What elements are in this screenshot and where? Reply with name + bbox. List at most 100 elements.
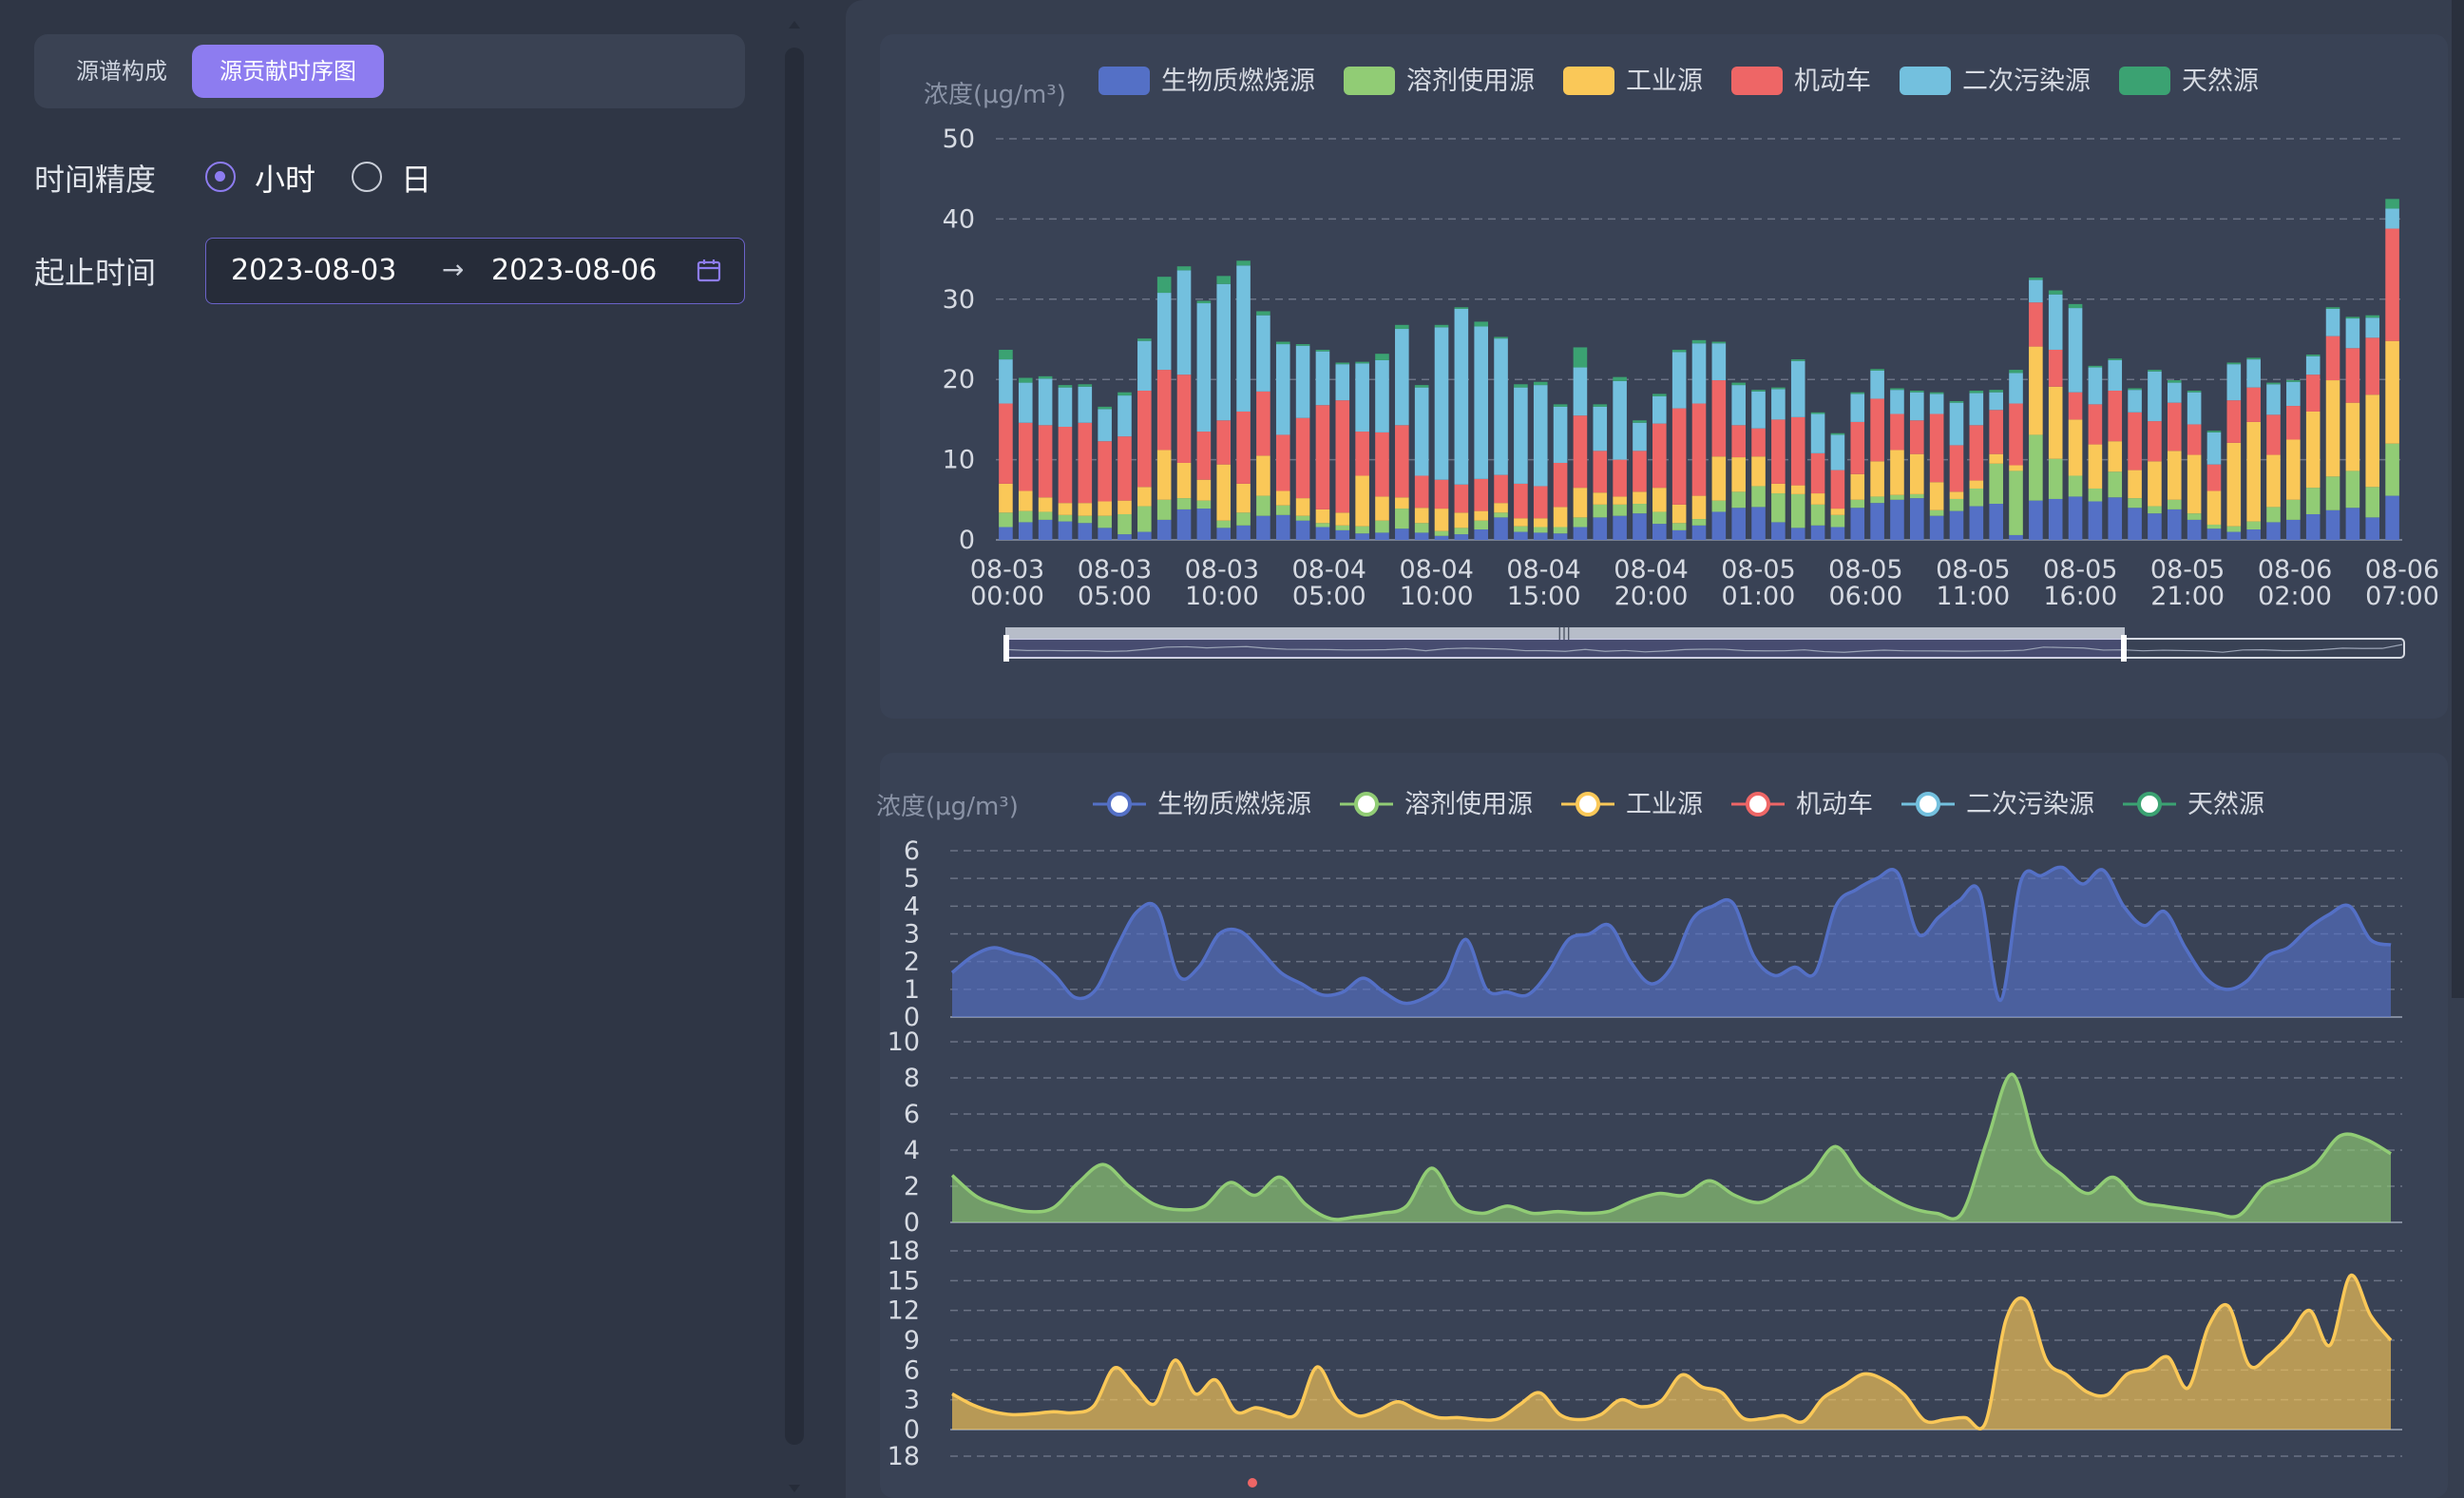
legend-swatch bbox=[1344, 67, 1395, 95]
bar-segment bbox=[1949, 402, 1964, 446]
bar-segment bbox=[2325, 307, 2340, 309]
bar-segment bbox=[2029, 278, 2043, 280]
bar-segment bbox=[1711, 380, 1727, 457]
bar-segment bbox=[1573, 527, 1588, 540]
bar-segment bbox=[1355, 526, 1369, 534]
bar-segment bbox=[1414, 508, 1429, 524]
bar-segment bbox=[2048, 386, 2063, 459]
bar-segment bbox=[1593, 492, 1608, 505]
bar-segment bbox=[1751, 456, 1766, 487]
bar-segment bbox=[1078, 503, 1093, 516]
legend-swatch bbox=[1563, 67, 1614, 95]
date-range-picker[interactable]: 2023-08-03 → 2023-08-06 bbox=[205, 238, 745, 304]
legend-label: 工业源 bbox=[1626, 67, 1703, 96]
bar-segment bbox=[1751, 391, 1766, 429]
bar-segment bbox=[2226, 364, 2242, 401]
bar-segment bbox=[1335, 362, 1350, 365]
x-tick-label: 10:00 bbox=[1185, 582, 1259, 611]
end-date-input[interactable]: 2023-08-06 bbox=[491, 254, 658, 287]
x-tick-label: 08-04 bbox=[1506, 555, 1580, 585]
bar-segment bbox=[1256, 315, 1270, 392]
bar-segment bbox=[1196, 479, 1212, 501]
bar-segment bbox=[1315, 527, 1330, 540]
bar-segment bbox=[1533, 518, 1548, 528]
bar-segment bbox=[1633, 513, 1647, 540]
bar-segment bbox=[1315, 405, 1330, 509]
bar-segment bbox=[1176, 266, 1192, 271]
bar-segment bbox=[1711, 341, 1727, 344]
bar-segment bbox=[2266, 384, 2281, 415]
bar-segment bbox=[1395, 324, 1409, 330]
calendar-icon[interactable] bbox=[697, 258, 721, 282]
y-axis-title: 浓度(μg/m³) bbox=[924, 81, 1066, 109]
bar-segment bbox=[1494, 474, 1508, 504]
radio-day[interactable] bbox=[352, 162, 382, 192]
bar-segment bbox=[2305, 488, 2321, 514]
bar-segment bbox=[1315, 509, 1330, 524]
bar-segment bbox=[2009, 403, 2023, 466]
bar-segment bbox=[1633, 420, 1647, 423]
bar-segment bbox=[1890, 388, 1904, 391]
bar-segment bbox=[2068, 303, 2083, 309]
bar-segment bbox=[1810, 413, 1825, 453]
bar-segment bbox=[1790, 360, 1805, 417]
x-tick-label: 08-06 bbox=[2365, 555, 2439, 585]
bar-segment bbox=[1910, 498, 1924, 540]
bar-segment bbox=[2266, 507, 2281, 523]
bar-segment bbox=[1454, 308, 1469, 485]
x-tick-label: 08-05 bbox=[2043, 555, 2117, 585]
bar-segment bbox=[1474, 326, 1488, 479]
radio-hour-label[interactable]: 小时 bbox=[255, 162, 316, 198]
bar-segment bbox=[1969, 425, 1984, 481]
bar-segment bbox=[1969, 480, 1984, 489]
bar-segment bbox=[1078, 386, 1093, 423]
x-tick-label: 05:00 bbox=[1292, 582, 1366, 611]
bar-segment bbox=[1652, 524, 1667, 540]
bar-segment bbox=[2187, 454, 2202, 514]
radio-day-label[interactable]: 日 bbox=[401, 162, 432, 198]
bar-segment bbox=[1098, 515, 1112, 528]
tab-contribution-timeseries[interactable]: 源贡献时序图 bbox=[192, 45, 384, 98]
scroll-up-arrow-icon[interactable] bbox=[789, 21, 800, 29]
bar-segment bbox=[1335, 525, 1350, 530]
bar-segment bbox=[1929, 413, 1944, 483]
bar-segment bbox=[1910, 453, 1924, 494]
scroll-down-arrow-icon[interactable] bbox=[789, 1485, 800, 1492]
bar-segment bbox=[1454, 528, 1469, 535]
bar-segment bbox=[2385, 208, 2399, 229]
bar-segment bbox=[1593, 504, 1608, 518]
bar-segment bbox=[2009, 534, 2023, 540]
y-tick-label: 10 bbox=[943, 446, 975, 475]
start-date-input[interactable]: 2023-08-03 bbox=[231, 254, 397, 287]
x-tick-label: 15:00 bbox=[1507, 582, 1581, 611]
bar-segment bbox=[1256, 515, 1270, 540]
bar-segment bbox=[1058, 521, 1073, 540]
tab-source-profile[interactable]: 源谱构成 bbox=[76, 58, 167, 85]
bar-segment bbox=[1850, 473, 1865, 500]
bar-segment bbox=[1098, 406, 1112, 410]
bar-segment bbox=[1494, 503, 1508, 513]
bar-segment bbox=[1295, 520, 1310, 540]
bar-segment bbox=[1593, 406, 1608, 451]
bar-segment bbox=[1098, 501, 1112, 516]
bar-segment bbox=[2206, 524, 2222, 529]
bar-segment bbox=[1295, 344, 1310, 346]
y-tick-label: 50 bbox=[943, 125, 975, 154]
zoom-slider-right-handle bbox=[2121, 635, 2127, 662]
bar-segment bbox=[1295, 515, 1310, 521]
bar-segment bbox=[1494, 338, 1508, 475]
left-scrollbar[interactable] bbox=[785, 48, 804, 1445]
bar-segment bbox=[2385, 228, 2399, 341]
bar-segment bbox=[2167, 380, 2182, 383]
right-scrollbar[interactable] bbox=[2452, 0, 2464, 998]
bar-segment bbox=[1137, 391, 1152, 488]
bar-segment bbox=[1613, 380, 1627, 460]
bar-segment bbox=[1256, 391, 1270, 456]
bar-segment bbox=[1434, 535, 1449, 540]
radio-hour[interactable] bbox=[205, 162, 236, 192]
bar-segment bbox=[1711, 511, 1727, 540]
x-tick-label: 08-04 bbox=[1614, 555, 1688, 585]
bar-segment bbox=[1196, 303, 1212, 432]
bar-segment bbox=[2286, 519, 2301, 540]
bar-segment bbox=[2345, 508, 2360, 540]
